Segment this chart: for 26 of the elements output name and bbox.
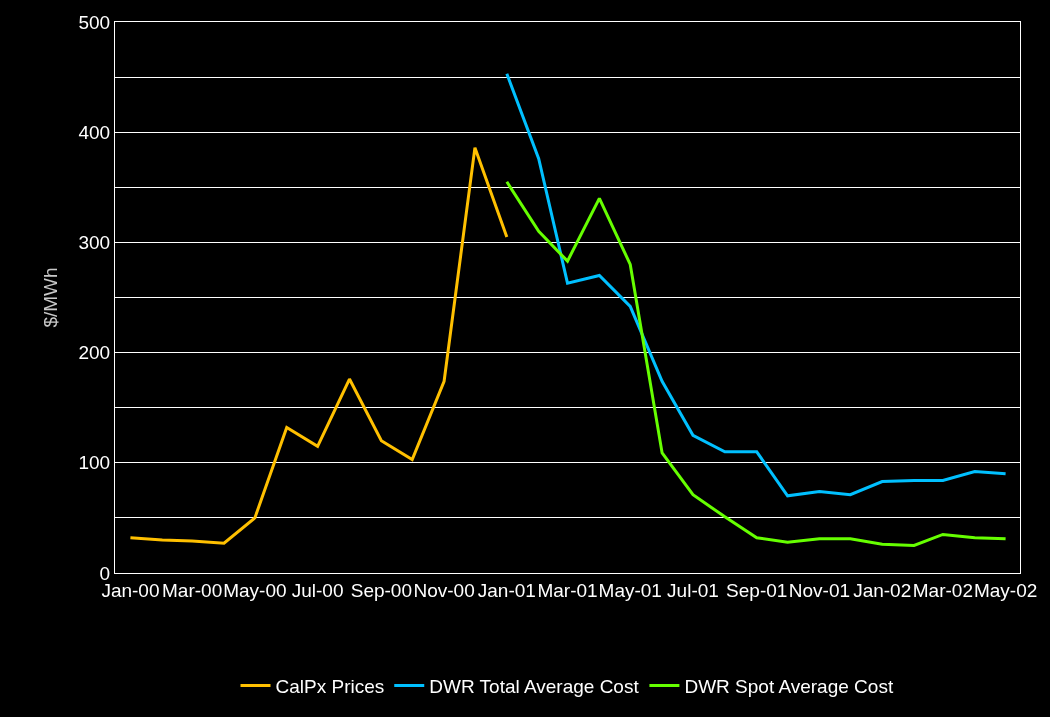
y-tick-label: 200 xyxy=(78,342,111,364)
x-tick-label: Jul-01 xyxy=(667,579,719,601)
y-axis-title: $/MWh xyxy=(40,267,62,328)
x-tick-label: Mar-00 xyxy=(162,579,223,601)
x-tick-label: Mar-01 xyxy=(537,579,598,601)
x-tick-label: May-00 xyxy=(223,579,287,601)
x-tick-label: Mar-02 xyxy=(912,579,973,601)
x-tick-label: Sep-00 xyxy=(350,579,412,601)
legend-label: CalPx Prices xyxy=(275,675,385,697)
x-tick-label: May-02 xyxy=(973,579,1038,601)
line-series xyxy=(505,180,1008,547)
x-tick-label: Jan-01 xyxy=(477,579,536,601)
legend-label: DWR Total Average Cost xyxy=(429,675,640,697)
y-tick-label: 300 xyxy=(78,232,111,254)
x-tick-label: Jan-02 xyxy=(853,579,912,601)
x-tick-label: Nov-01 xyxy=(788,579,851,601)
line-series xyxy=(505,72,1008,498)
x-tick-label: Sep-01 xyxy=(726,579,788,601)
x-tick-label: Nov-00 xyxy=(413,579,475,601)
line-series xyxy=(128,146,509,545)
legend-label: DWR Spot Average Cost xyxy=(684,675,894,697)
y-tick-label: 100 xyxy=(78,452,111,474)
x-tick-label: May-01 xyxy=(598,579,662,601)
x-tick-label: Jul-00 xyxy=(291,579,344,601)
y-tick-label: 500 xyxy=(78,11,111,33)
y-tick-label: 400 xyxy=(78,121,111,143)
